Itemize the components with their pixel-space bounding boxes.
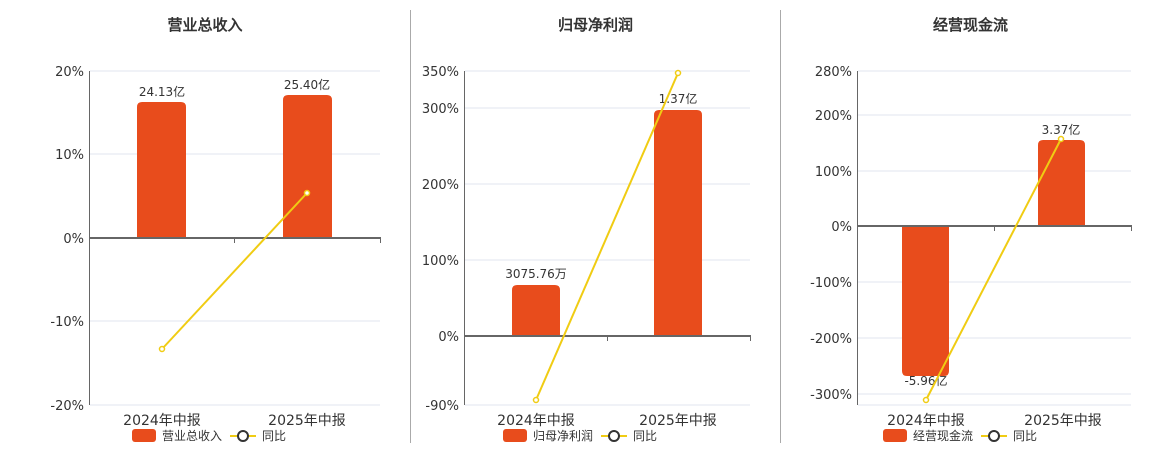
- bar-value-label: -5.96亿: [904, 373, 947, 388]
- bar-2025[interactable]: [283, 95, 332, 238]
- bar-value-label: 3075.76万: [505, 267, 567, 281]
- yoy-line: [161, 192, 308, 350]
- yoy-point[interactable]: [922, 396, 930, 404]
- x-label: 2024年中报: [123, 413, 201, 429]
- bar-legend-swatch[interactable]: [503, 429, 527, 442]
- y-tick: 280%: [815, 65, 852, 80]
- legend: 经营现金流 同比: [883, 427, 1037, 444]
- bar-value-label: 25.40亿: [284, 77, 330, 92]
- chart-svg: 280% 200% 100% 0% -100% -200% -300% -5.9…: [810, 65, 1132, 429]
- legend: 营业总收入 同比: [132, 427, 286, 444]
- y-tick: 100%: [422, 254, 459, 269]
- y-tick: 200%: [422, 178, 459, 193]
- line-legend-swatch[interactable]: [601, 429, 628, 443]
- x-label: 2025年中报: [268, 413, 346, 429]
- y-tick: 350%: [422, 65, 459, 80]
- y-tick: -20%: [50, 399, 84, 414]
- line-legend-swatch[interactable]: [230, 429, 257, 443]
- y-tick: -10%: [50, 315, 84, 330]
- y-tick: -90%: [425, 399, 459, 414]
- panel-divider: [410, 10, 411, 443]
- y-tick: 300%: [422, 102, 459, 117]
- panel-divider: [780, 10, 781, 443]
- legend: 归母净利润 同比: [503, 427, 657, 444]
- x-label: 2024年中报: [887, 413, 965, 429]
- line-legend-swatch[interactable]: [981, 429, 1008, 443]
- bar-2024[interactable]: [137, 102, 186, 238]
- bar-2024[interactable]: [902, 226, 949, 376]
- bar-legend-label[interactable]: 经营现金流: [913, 429, 974, 443]
- y-tick: 10%: [55, 148, 84, 163]
- chart-title: 经营现金流: [932, 16, 1008, 34]
- line-legend-label[interactable]: 同比: [633, 429, 658, 443]
- y-tick: -200%: [810, 332, 852, 347]
- y-tick: -300%: [810, 388, 852, 403]
- chart-title: 营业总收入: [167, 16, 243, 34]
- yoy-line: [925, 138, 1062, 401]
- y-tick: 20%: [55, 65, 84, 80]
- line-legend-label[interactable]: 同比: [262, 429, 287, 443]
- yoy-point[interactable]: [532, 396, 540, 404]
- y-tick: 0%: [831, 220, 852, 235]
- x-label: 2025年中报: [639, 413, 717, 429]
- chart-svg: 20% 10% 0% -10% -20% 24.13亿 25.40亿 2024年…: [50, 65, 381, 429]
- x-label: 2025年中报: [1024, 413, 1102, 429]
- chart-panel-revenue: 营业总收入 20% 10% 0% -10% -20% 24.13亿 25.40亿: [0, 0, 410, 450]
- bar-value-label: 3.37亿: [1042, 122, 1081, 137]
- y-tick: -100%: [810, 276, 852, 291]
- bar-2025[interactable]: [1038, 140, 1085, 226]
- y-tick: 0%: [63, 232, 84, 247]
- yoy-point[interactable]: [303, 189, 311, 197]
- bar-value-label: 24.13亿: [139, 84, 185, 99]
- x-label: 2024年中报: [497, 413, 575, 429]
- chart-panel-operating-cash-flow: 经营现金流 280% 200% 100% 0% -100% -200% -300…: [781, 0, 1160, 450]
- y-tick: 0%: [438, 330, 459, 345]
- yoy-point[interactable]: [674, 69, 682, 77]
- bar-2025[interactable]: [654, 110, 702, 336]
- y-tick: 100%: [815, 165, 852, 180]
- chart-panel-net-profit: 归母净利润 350% 300% 200% 100% 0% -90% 3075.7…: [411, 0, 780, 450]
- bar-legend-label[interactable]: 归母净利润: [533, 429, 594, 443]
- yoy-point[interactable]: [158, 345, 166, 353]
- chart-svg: 350% 300% 200% 100% 0% -90% 3075.76万 1.3…: [422, 65, 751, 429]
- line-legend-label[interactable]: 同比: [1013, 429, 1038, 443]
- yoy-point[interactable]: [1057, 135, 1065, 143]
- bar-2024[interactable]: [512, 285, 560, 336]
- y-tick: 200%: [815, 109, 852, 124]
- bar-legend-swatch[interactable]: [132, 429, 156, 442]
- chart-title: 归母净利润: [557, 16, 633, 34]
- yoy-line: [535, 72, 679, 401]
- bar-legend-label[interactable]: 营业总收入: [162, 429, 223, 443]
- bar-legend-swatch[interactable]: [883, 429, 907, 442]
